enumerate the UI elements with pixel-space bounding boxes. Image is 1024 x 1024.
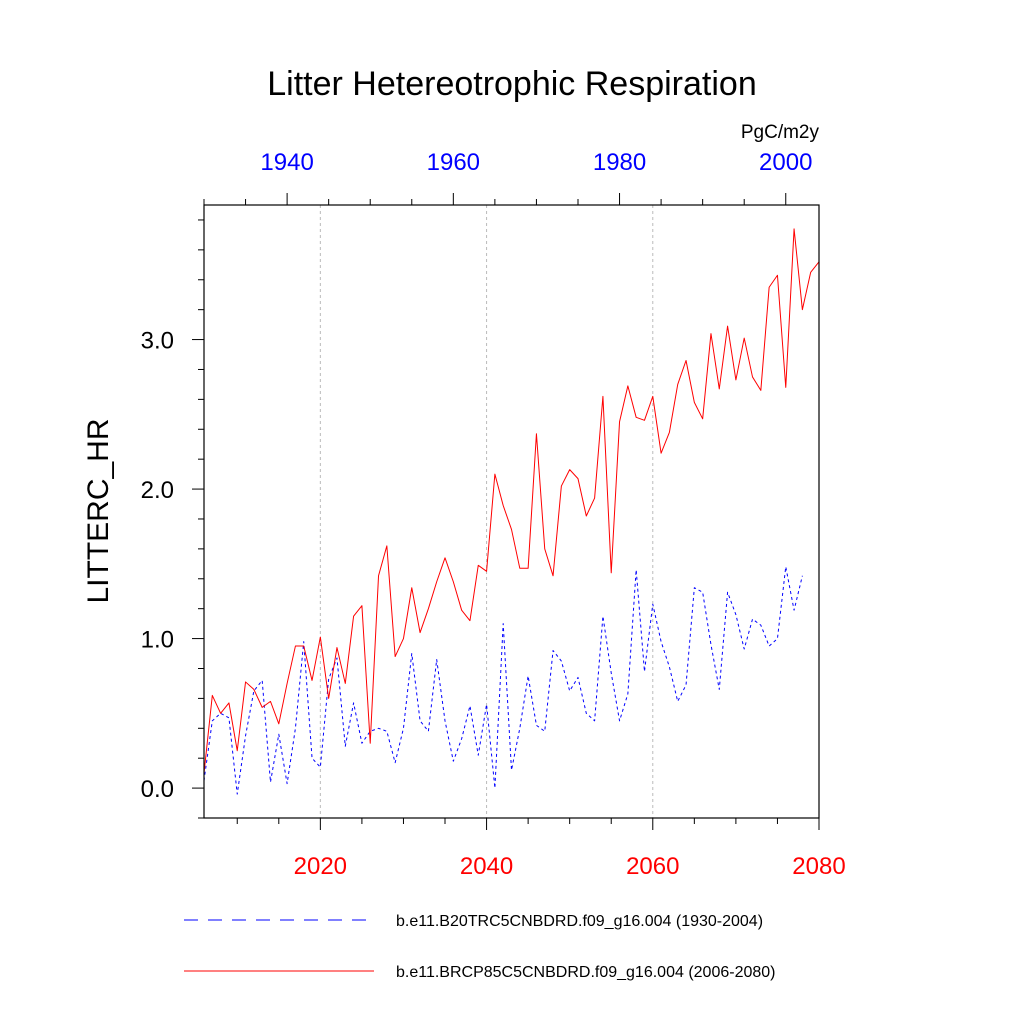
y-tick-label-1.0: 1.0 [141,627,174,654]
y-tick-label-0.0: 0.0 [141,776,174,803]
x-bottom-tick-label-2080: 2080 [792,853,845,880]
x-bottom-tick-label-2040: 2040 [460,853,513,880]
series-line-0 [203,566,803,795]
x-bottom-tick-label-2060: 2060 [626,853,679,880]
y-axis-label: LITTERC_HR [82,418,115,603]
series-line-1 [203,228,820,774]
x-bottom-tick-label-2020: 2020 [294,853,347,880]
units-label: PgC/m2y [741,122,820,143]
axes-layer: 0.0 1.0 2.0 3.0 2020 2040 2060 2080 1940 1960 1980… [141,149,846,880]
x-top-tick-label-1980: 1980 [593,149,646,176]
series-layer [203,228,820,795]
chart-title: Litter Hetereotrophic Respiration [267,65,756,103]
gridlines [319,205,654,818]
x-top-tick-label-1940: 1940 [260,149,313,176]
legend-label-rcp85: b.e11.BRCP85C5CNBDRD.f09_g16.004 (2006-2… [396,964,775,981]
plot-frame [203,204,820,819]
y-tick-label-2.0: 2.0 [141,477,174,504]
legend: b.e11.B20TRC5CNBDRD.f09_g16.004 (1930-20… [184,913,775,981]
x-top-tick-label-2000: 2000 [759,149,812,176]
legend-label-historical: b.e11.B20TRC5CNBDRD.f09_g16.004 (1930-20… [396,913,763,930]
y-tick-label-3.0: 3.0 [141,328,174,355]
x-top-tick-label-1960: 1960 [427,149,480,176]
